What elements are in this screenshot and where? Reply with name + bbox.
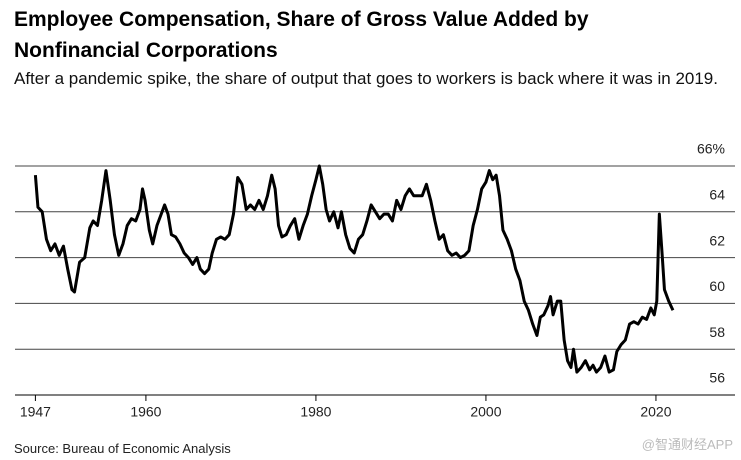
watermark: @智通财经APP — [641, 437, 733, 452]
x-tick-label: 2020 — [640, 404, 671, 420]
x-tick-label: 1980 — [300, 404, 331, 420]
chart: 56 58 60 62 64 66% 1947 1960 1980 2000 2020 — [15, 141, 735, 420]
x-tick-label: 1947 — [20, 404, 51, 420]
x-tick-label: 1960 — [130, 404, 161, 420]
y-tick-label: 56 — [709, 370, 725, 386]
chart-title: Employee Compensation, Share of Gross Va… — [14, 8, 589, 62]
y-tick-label: 62 — [709, 232, 725, 248]
line-series — [33, 164, 675, 374]
chart-subtitle: After a pandemic spike, the share of out… — [14, 69, 718, 88]
y-tick-label: 58 — [709, 324, 725, 340]
y-tick-label: 66% — [697, 141, 725, 157]
x-tick-label: 2000 — [470, 404, 501, 420]
source: Source: Bureau of Economic Analysis — [14, 441, 231, 456]
y-tick-label: 60 — [709, 278, 725, 294]
y-tick-label: 64 — [709, 187, 725, 203]
